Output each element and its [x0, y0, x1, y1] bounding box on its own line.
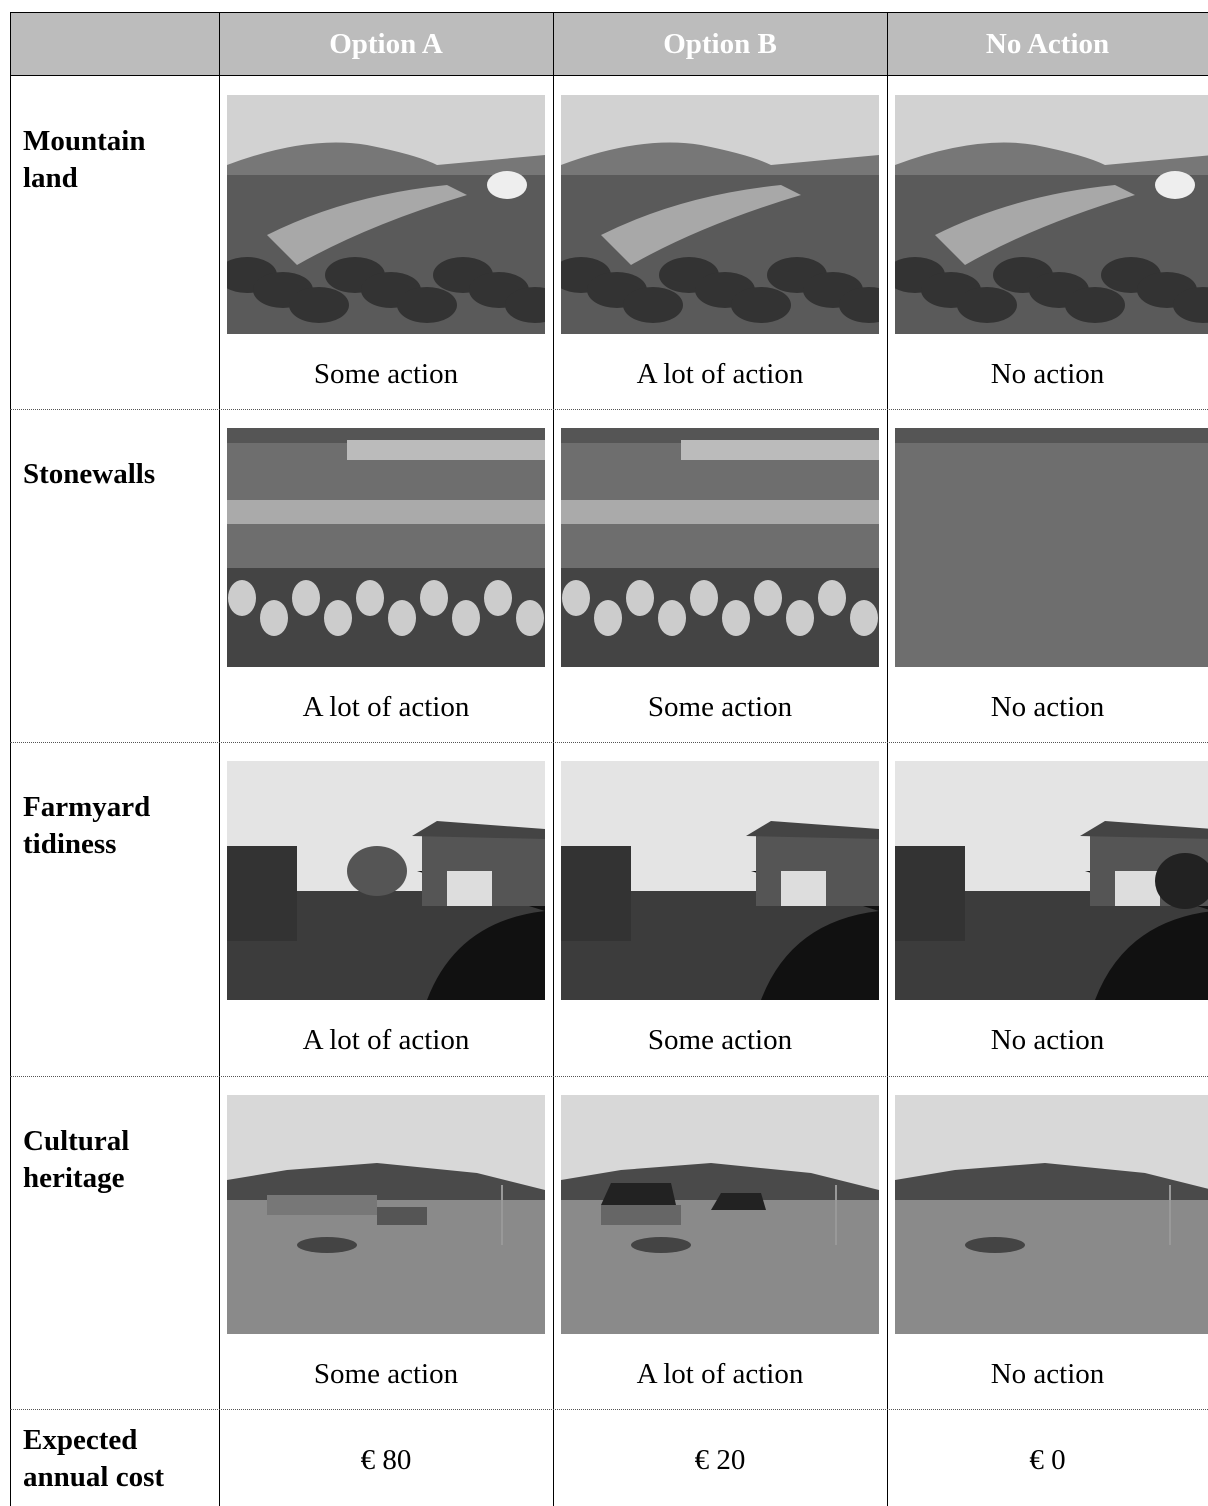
- photo: [895, 428, 1208, 667]
- row-separator: [10, 409, 1208, 410]
- cost-text: € 80: [219, 1444, 553, 1477]
- row-separator: [10, 1409, 1208, 1410]
- column-border: [10, 12, 11, 1506]
- column-header: Option A: [219, 12, 553, 76]
- row-label: Cultural heritage: [23, 1123, 193, 1197]
- photo: [227, 761, 545, 1000]
- column-border: [553, 12, 554, 1506]
- column-header: Option B: [553, 12, 887, 76]
- level-text: Some action: [219, 1358, 553, 1391]
- level-text: No action: [887, 691, 1208, 724]
- cost-text: € 20: [553, 1444, 887, 1477]
- photo: [561, 761, 879, 1000]
- photo: [895, 761, 1208, 1000]
- photo: [895, 1095, 1208, 1334]
- cost-text: € 0: [887, 1444, 1208, 1477]
- row-separator: [10, 742, 1208, 743]
- row-label: Stonewalls: [23, 456, 193, 493]
- column-header: No Action: [887, 12, 1208, 76]
- photo: [561, 428, 879, 667]
- level-text: Some action: [553, 691, 887, 724]
- row-label: Expected annual cost: [23, 1422, 193, 1496]
- photo: [895, 95, 1208, 334]
- photo: [227, 1095, 545, 1334]
- level-text: A lot of action: [553, 1358, 887, 1391]
- photo: [227, 428, 545, 667]
- level-text: Some action: [553, 1024, 887, 1057]
- photo: [227, 95, 545, 334]
- row-label: Mountain land: [23, 123, 193, 197]
- row-label: Farmyard tidiness: [23, 789, 193, 863]
- photo: [561, 95, 879, 334]
- row-separator: [10, 1076, 1208, 1077]
- level-text: A lot of action: [553, 358, 887, 391]
- page: {"table": { "columns": ["Option A", "Opt…: [0, 0, 1208, 1506]
- level-text: Some action: [219, 358, 553, 391]
- document: Option AOption BNo Action Mountain land So…: [0, 0, 1208, 1506]
- photo: [561, 1095, 879, 1334]
- level-text: No action: [887, 1024, 1208, 1057]
- level-text: A lot of action: [219, 691, 553, 724]
- level-text: A lot of action: [219, 1024, 553, 1057]
- level-text: No action: [887, 358, 1208, 391]
- column-border: [887, 12, 888, 1506]
- column-border: [219, 12, 220, 1506]
- level-text: No action: [887, 1358, 1208, 1391]
